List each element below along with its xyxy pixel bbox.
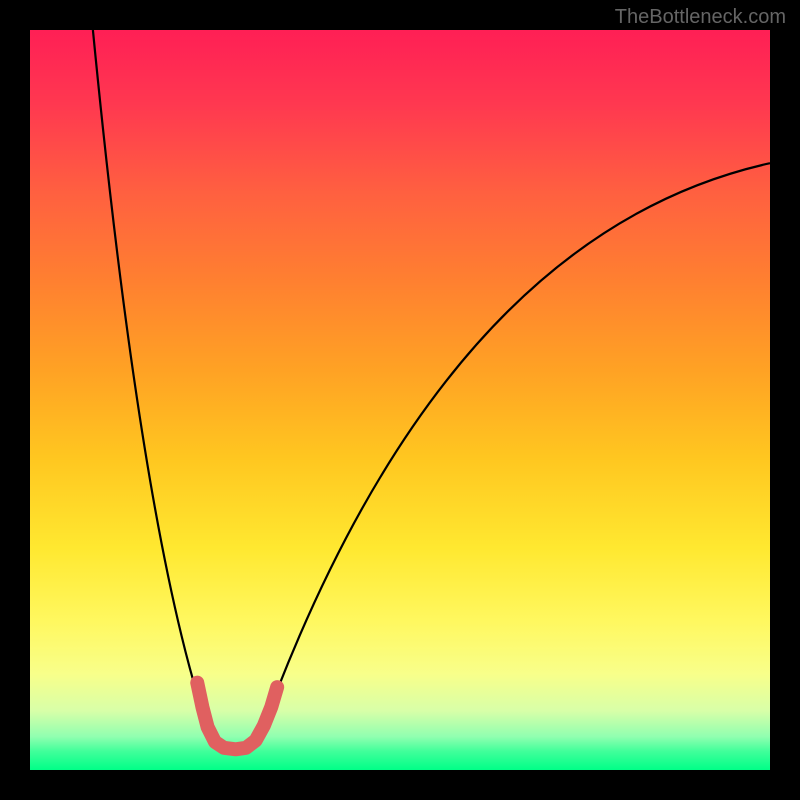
optimal-region-highlight <box>197 683 277 750</box>
curve-right-branch <box>256 163 770 748</box>
chart-background: TheBottleneck.com <box>0 0 800 800</box>
plot-area <box>30 30 770 770</box>
curve-left-branch <box>93 30 215 748</box>
bottleneck-curve <box>30 30 770 770</box>
watermark-text: TheBottleneck.com <box>615 6 786 29</box>
